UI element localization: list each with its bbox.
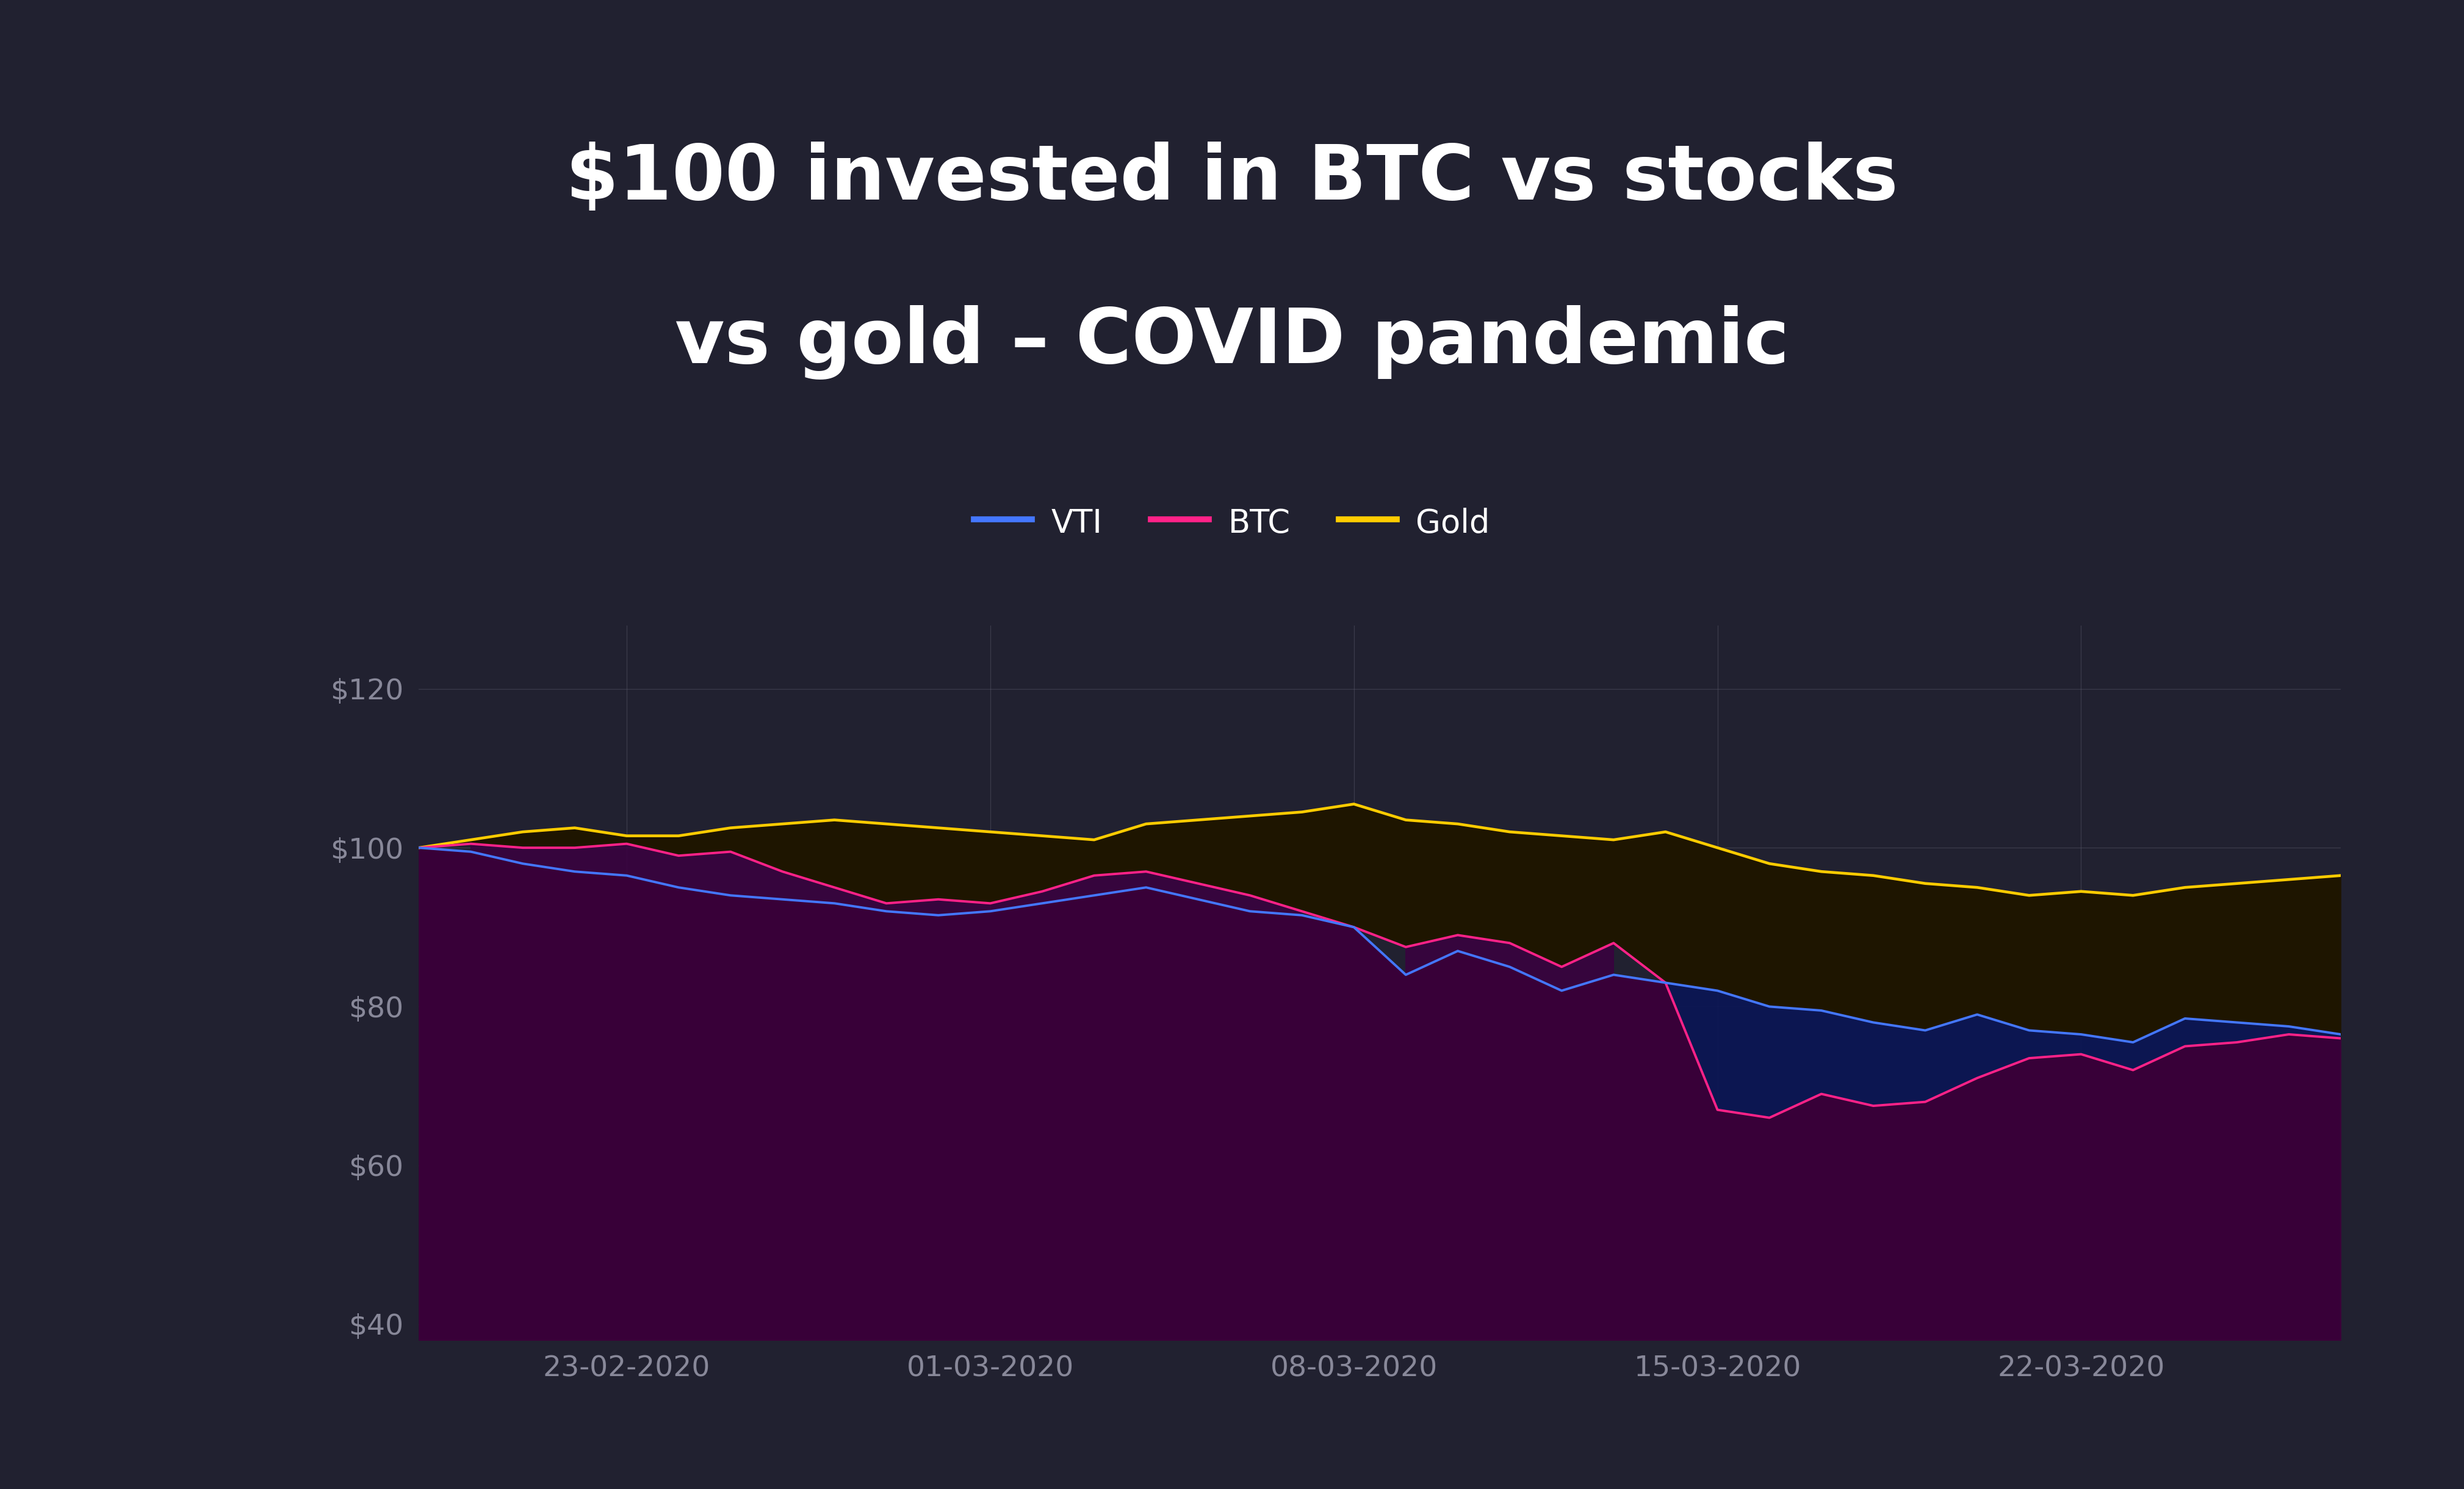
Text: vs gold – COVID pandemic: vs gold – COVID pandemic — [675, 305, 1789, 380]
Legend: VTI, BTC, Gold: VTI, BTC, Gold — [961, 493, 1503, 552]
Text: $100 invested in BTC vs stocks: $100 invested in BTC vs stocks — [567, 141, 1897, 216]
